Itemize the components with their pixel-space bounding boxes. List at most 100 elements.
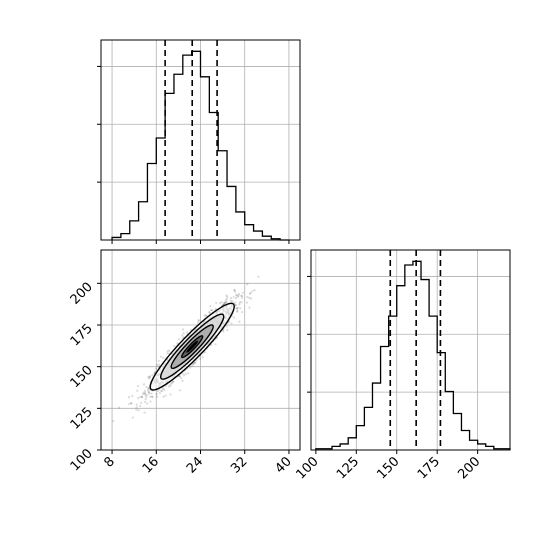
- scatter-point: [166, 349, 169, 353]
- scatter-point: [184, 372, 187, 375]
- scatter-point: [181, 334, 184, 337]
- scatter-point: [162, 387, 165, 390]
- histogram-step: [315, 260, 511, 450]
- scatter-point: [208, 310, 211, 314]
- scatter-point: [149, 400, 152, 403]
- scatter-point: [197, 318, 200, 322]
- y-tick-label: 125: [68, 405, 96, 433]
- scatter-point: [157, 359, 160, 363]
- scatter-point: [136, 389, 139, 392]
- scatter-point: [172, 380, 175, 383]
- scatter-point: [249, 291, 252, 295]
- scatter-point: [129, 402, 133, 405]
- scatter-point: [155, 392, 158, 396]
- scatter-point: [149, 395, 152, 398]
- scatter-point: [234, 297, 238, 300]
- scatter-point: [219, 302, 222, 305]
- scatter-point: [145, 393, 148, 397]
- scatter-point: [176, 342, 179, 345]
- scatter-point: [214, 343, 217, 346]
- scatter-point: [142, 383, 146, 386]
- scatter-point: [147, 377, 150, 380]
- scatter-point: [233, 289, 236, 292]
- scatter-point: [248, 306, 251, 309]
- scatter-point: [135, 408, 138, 411]
- scatter-point: [151, 374, 154, 377]
- scatter-point: [203, 314, 206, 317]
- scatter-point: [170, 381, 174, 384]
- scatter-point: [194, 361, 197, 364]
- scatter-point: [127, 396, 131, 399]
- scatter-point: [168, 349, 171, 352]
- scatter-point: [135, 406, 138, 409]
- scatter-point: [147, 391, 151, 394]
- scatter-point: [182, 332, 185, 335]
- scatter-point: [140, 395, 144, 398]
- scatter-point: [135, 403, 138, 406]
- scatter-point: [231, 300, 234, 303]
- scatter-point: [150, 392, 153, 395]
- scatter-point: [204, 314, 207, 317]
- scatter-point: [179, 389, 182, 392]
- scatter-point: [211, 309, 214, 312]
- scatter-point: [234, 301, 237, 304]
- scatter-point: [162, 356, 165, 359]
- scatter-point: [251, 290, 254, 293]
- scatter-point: [131, 416, 134, 419]
- scatter-point: [209, 308, 213, 312]
- scatter-point: [234, 304, 238, 307]
- scatter-point: [128, 402, 131, 406]
- scatter-point: [178, 375, 181, 378]
- scatter-point: [147, 390, 150, 393]
- scatter-point: [143, 411, 146, 414]
- y-tick-label: 100: [68, 446, 96, 474]
- scatter-point: [181, 328, 185, 331]
- scatter-point: [235, 307, 238, 310]
- scatter-point: [155, 367, 158, 370]
- scatter-point: [180, 376, 183, 380]
- scatter-point: [235, 293, 238, 296]
- scatter-point: [224, 299, 227, 302]
- scatter-point: [164, 394, 167, 397]
- scatter-point: [222, 330, 225, 333]
- scatter-point: [223, 301, 227, 304]
- scatter-point: [225, 325, 228, 328]
- scatter-point: [234, 303, 237, 307]
- scatter-point: [166, 351, 169, 355]
- scatter-point: [148, 376, 152, 379]
- y-tick-label: 175: [68, 321, 96, 349]
- scatter-point: [117, 406, 121, 409]
- scatter-point: [225, 301, 228, 304]
- x-tick-label: 125: [334, 454, 362, 482]
- scatter-point: [215, 337, 218, 340]
- scatter-point: [237, 292, 241, 295]
- scatter-point: [237, 294, 240, 297]
- density-inner: [112, 275, 260, 423]
- scatter-point: [235, 307, 239, 310]
- scatter-point: [172, 380, 175, 383]
- scatter-point: [197, 319, 200, 322]
- x-tick-label: 24: [184, 454, 206, 476]
- scatter-point: [151, 395, 154, 398]
- scatter-point: [146, 388, 150, 391]
- scatter-point: [186, 331, 189, 334]
- density-bottom-left: 8 16 24 32 40 100 125 150 175 200: [68, 249, 301, 477]
- scatter-point: [142, 391, 145, 394]
- scatter-point: [225, 297, 229, 300]
- scatter-point: [144, 398, 147, 401]
- x-tick-label: 32: [228, 454, 250, 476]
- scatter-point: [145, 385, 148, 389]
- scatter-point: [147, 387, 150, 390]
- x-tick-label: 150: [374, 454, 402, 482]
- x-tick-label: 100: [294, 454, 322, 482]
- scatter-point: [248, 292, 252, 295]
- scatter-point: [181, 379, 184, 382]
- scatter-point: [203, 351, 207, 354]
- scatter-point: [198, 357, 202, 360]
- x-tick-label: 175: [415, 454, 443, 482]
- scatter-point: [160, 389, 164, 392]
- scatter-point: [181, 372, 184, 375]
- scatter-point: [224, 300, 227, 304]
- scatter-point: [145, 396, 148, 399]
